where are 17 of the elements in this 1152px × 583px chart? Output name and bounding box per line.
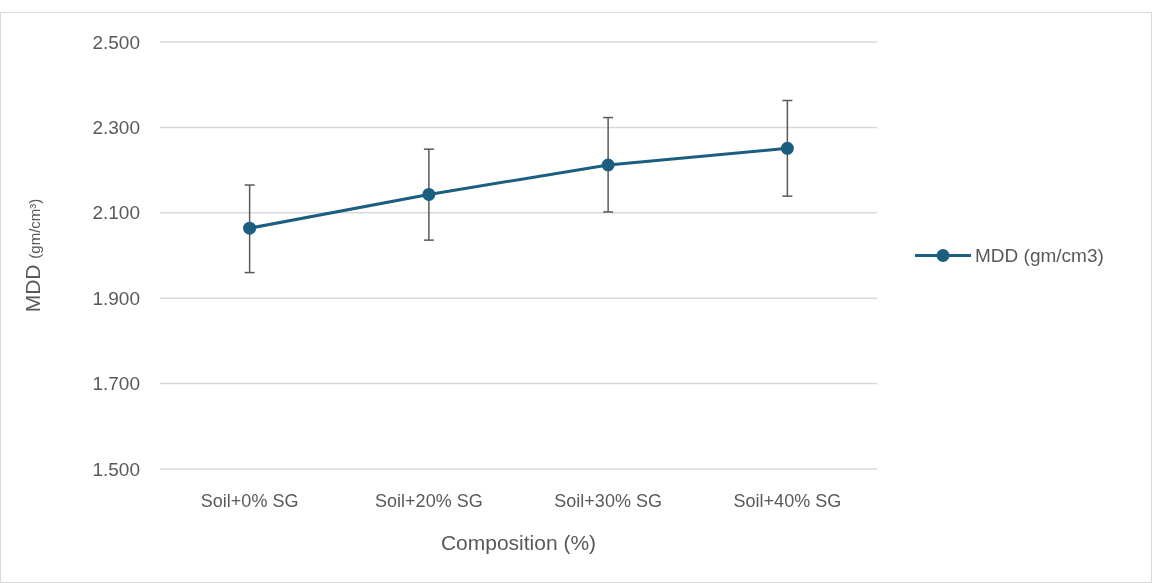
y-tick-label: 2.300 [92,117,140,139]
point [243,221,257,235]
x-tick-label: Soil+20% SG [375,491,483,511]
x-tick-label: Soil+40% SG [733,491,842,511]
point [422,187,436,201]
legend-label: MDD (gm/cm3) [975,245,1104,267]
point [780,141,794,155]
x-tick-label: Soil+0% SG [200,491,299,511]
y-tick-label: 1.500 [92,458,140,480]
y-tick-label: 2.500 [92,31,140,53]
point [601,158,615,172]
y-tick-label: 1.900 [92,287,140,309]
y-tick-label: 2.100 [92,202,140,224]
y-tick-label: 1.700 [92,373,140,395]
x-tick-label: Soil+30% SG [554,491,662,511]
x-axis-title: Composition (%) [440,531,597,554]
y-axis-title: MDD (gm/cm³) [21,198,44,313]
